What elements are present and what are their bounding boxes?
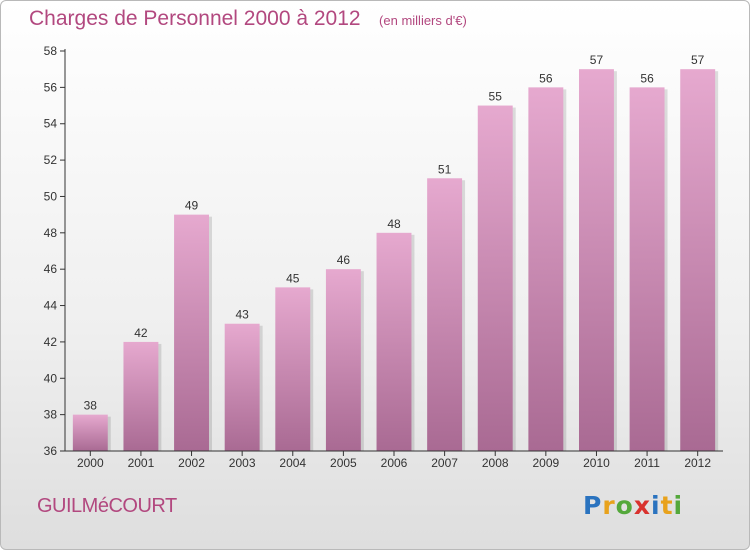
y-tick-label: 42 [44,335,58,349]
bar-2009 [528,87,564,451]
x-tick-label: 2011 [634,456,660,470]
y-tick-label: 44 [44,299,58,313]
logo-letter: t [660,491,674,520]
x-tick-label: 2002 [178,456,205,470]
x-tick-label: 2007 [431,456,458,470]
x-tick-label: 2001 [128,456,155,470]
y-tick-label: 38 [44,408,58,422]
bars: 38 42 49 43 45 46 48 51 55 56 57 56 57 [72,53,719,452]
bar-value-label: 46 [337,253,351,267]
bar-2003 [224,323,260,451]
y-tick-label: 46 [44,262,58,276]
logo-letter: o [615,491,634,520]
logo-letter: r [602,491,616,520]
bar-value-label: 56 [539,71,553,85]
bar-value-label: 49 [185,199,199,213]
logo-letter: x [633,491,651,520]
proxiti-logo[interactable]: Proxiti [583,491,683,520]
x-tick-label: 2004 [279,456,306,470]
bar-value-label: 45 [286,271,300,285]
bar-2000 [72,414,108,451]
bar-2012 [680,69,716,451]
commune-name: GUILMéCOURT [37,495,177,517]
bar-2001 [123,341,159,451]
y-tick-label: 56 [44,80,58,94]
chart-header: Charges de Personnel 2000 à 2012 (en mil… [29,7,467,31]
bar-value-label: 57 [590,53,604,67]
y-tick-label: 58 [44,44,58,58]
y-tick-label: 48 [44,226,58,240]
y-tick-label: 54 [44,117,58,131]
bar-value-label: 38 [84,399,98,413]
x-axis: 2000 2001 2002 2003 2004 2005 2006 2007 2008 2009… [65,450,723,470]
bar-2002 [174,214,210,451]
bar-2005 [325,269,361,451]
x-tick-label: 2009 [532,456,559,470]
y-tick-label: 50 [44,189,58,203]
x-tick-label: 2012 [684,456,711,470]
chart-title: Charges de Personnel 2000 à 2012 [29,7,361,30]
bar-value-label: 56 [640,71,654,85]
logo-letter: i [673,491,684,520]
bar-value-label: 48 [387,217,401,231]
bar-2007 [427,178,463,452]
chart-subtitle: (en milliers d'€) [379,13,467,28]
bar-2006 [376,232,412,451]
x-tick-label: 2006 [381,456,408,470]
bar-value-label: 43 [235,308,249,322]
logo-letter: P [583,491,603,520]
y-tick-label: 36 [44,444,58,458]
bar-2004 [275,287,311,451]
bar-value-label: 57 [691,53,705,67]
x-tick-label: 2003 [229,456,256,470]
bar-value-label: 51 [438,162,452,176]
bar-value-label: 42 [134,326,148,340]
x-tick-label: 2005 [330,456,357,470]
y-tick-label: 40 [44,371,58,385]
bar-2011 [629,87,665,451]
y-tick-label: 52 [44,153,58,167]
logo-letter: i [651,491,661,520]
y-axis: 36 38 40 42 44 46 48 50 52 54 56 58 [44,44,66,458]
x-tick-label: 2000 [77,456,104,470]
x-tick-label: 2010 [583,456,610,470]
bar-2008 [477,105,513,451]
bar-value-label: 55 [489,90,503,104]
x-tick-label: 2008 [482,456,509,470]
bar-2010 [578,69,614,451]
